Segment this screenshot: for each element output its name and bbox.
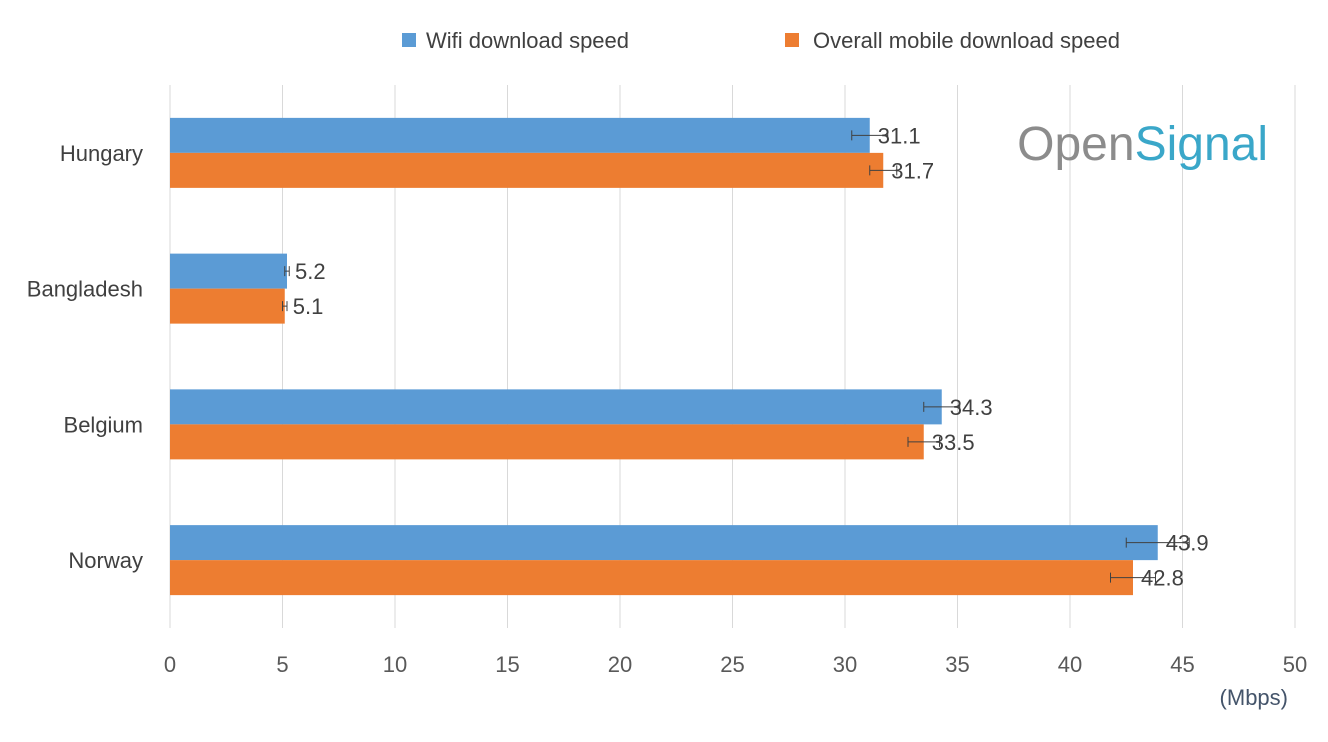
category-label: Hungary xyxy=(60,141,143,166)
x-tick-label: 50 xyxy=(1283,652,1307,677)
data-label: 34.3 xyxy=(950,395,993,420)
x-tick-label: 30 xyxy=(833,652,857,677)
x-axis-unit-label: (Mbps) xyxy=(1220,685,1288,710)
x-tick-label: 25 xyxy=(720,652,744,677)
category-label: Norway xyxy=(68,548,143,573)
data-label: 33.5 xyxy=(932,430,975,455)
bar xyxy=(170,117,870,153)
x-tick-label: 0 xyxy=(164,652,176,677)
category-labels: Hungary Bangladesh Belgium Norway xyxy=(27,141,143,573)
logo-text-open: Open xyxy=(1017,118,1134,171)
bar xyxy=(170,152,884,188)
data-label: 43.9 xyxy=(1166,531,1209,556)
bar xyxy=(170,288,285,324)
bars xyxy=(170,117,1158,596)
legend-label: Wifi download speed xyxy=(426,28,629,53)
data-label: 5.1 xyxy=(293,294,324,319)
data-label: 5.2 xyxy=(295,259,326,284)
x-tick-label: 15 xyxy=(495,652,519,677)
data-labels: 31.1 31.7 5.2 5.1 34.3 33.5 43.9 42.8 xyxy=(293,123,1209,590)
data-label: 42.8 xyxy=(1141,566,1184,591)
bar xyxy=(170,253,287,289)
category-label: Belgium xyxy=(64,412,143,437)
error-bars xyxy=(282,130,1190,583)
x-tick-label: 20 xyxy=(608,652,632,677)
x-tick-label: 45 xyxy=(1170,652,1194,677)
category-label: Bangladesh xyxy=(27,277,143,302)
legend-swatch xyxy=(402,33,416,47)
data-label: 31.1 xyxy=(878,123,921,148)
bar xyxy=(170,389,942,425)
legend: Wifi download speed Overall mobile downlo… xyxy=(402,28,1120,53)
x-tick-labels: 0 5 10 15 20 25 30 35 40 45 50 xyxy=(164,652,1307,677)
data-label: 31.7 xyxy=(891,158,934,183)
bar xyxy=(170,560,1133,596)
logo-text-signal: Signal xyxy=(1135,118,1268,171)
x-tick-label: 5 xyxy=(276,652,288,677)
opensignal-logo: OpenSignal xyxy=(1017,118,1268,171)
bar xyxy=(170,525,1158,561)
legend-swatch xyxy=(785,33,799,47)
x-tick-label: 35 xyxy=(945,652,969,677)
bar xyxy=(170,424,924,460)
x-tick-label: 40 xyxy=(1058,652,1082,677)
legend-label: Overall mobile download speed xyxy=(813,28,1120,53)
x-tick-label: 10 xyxy=(383,652,407,677)
